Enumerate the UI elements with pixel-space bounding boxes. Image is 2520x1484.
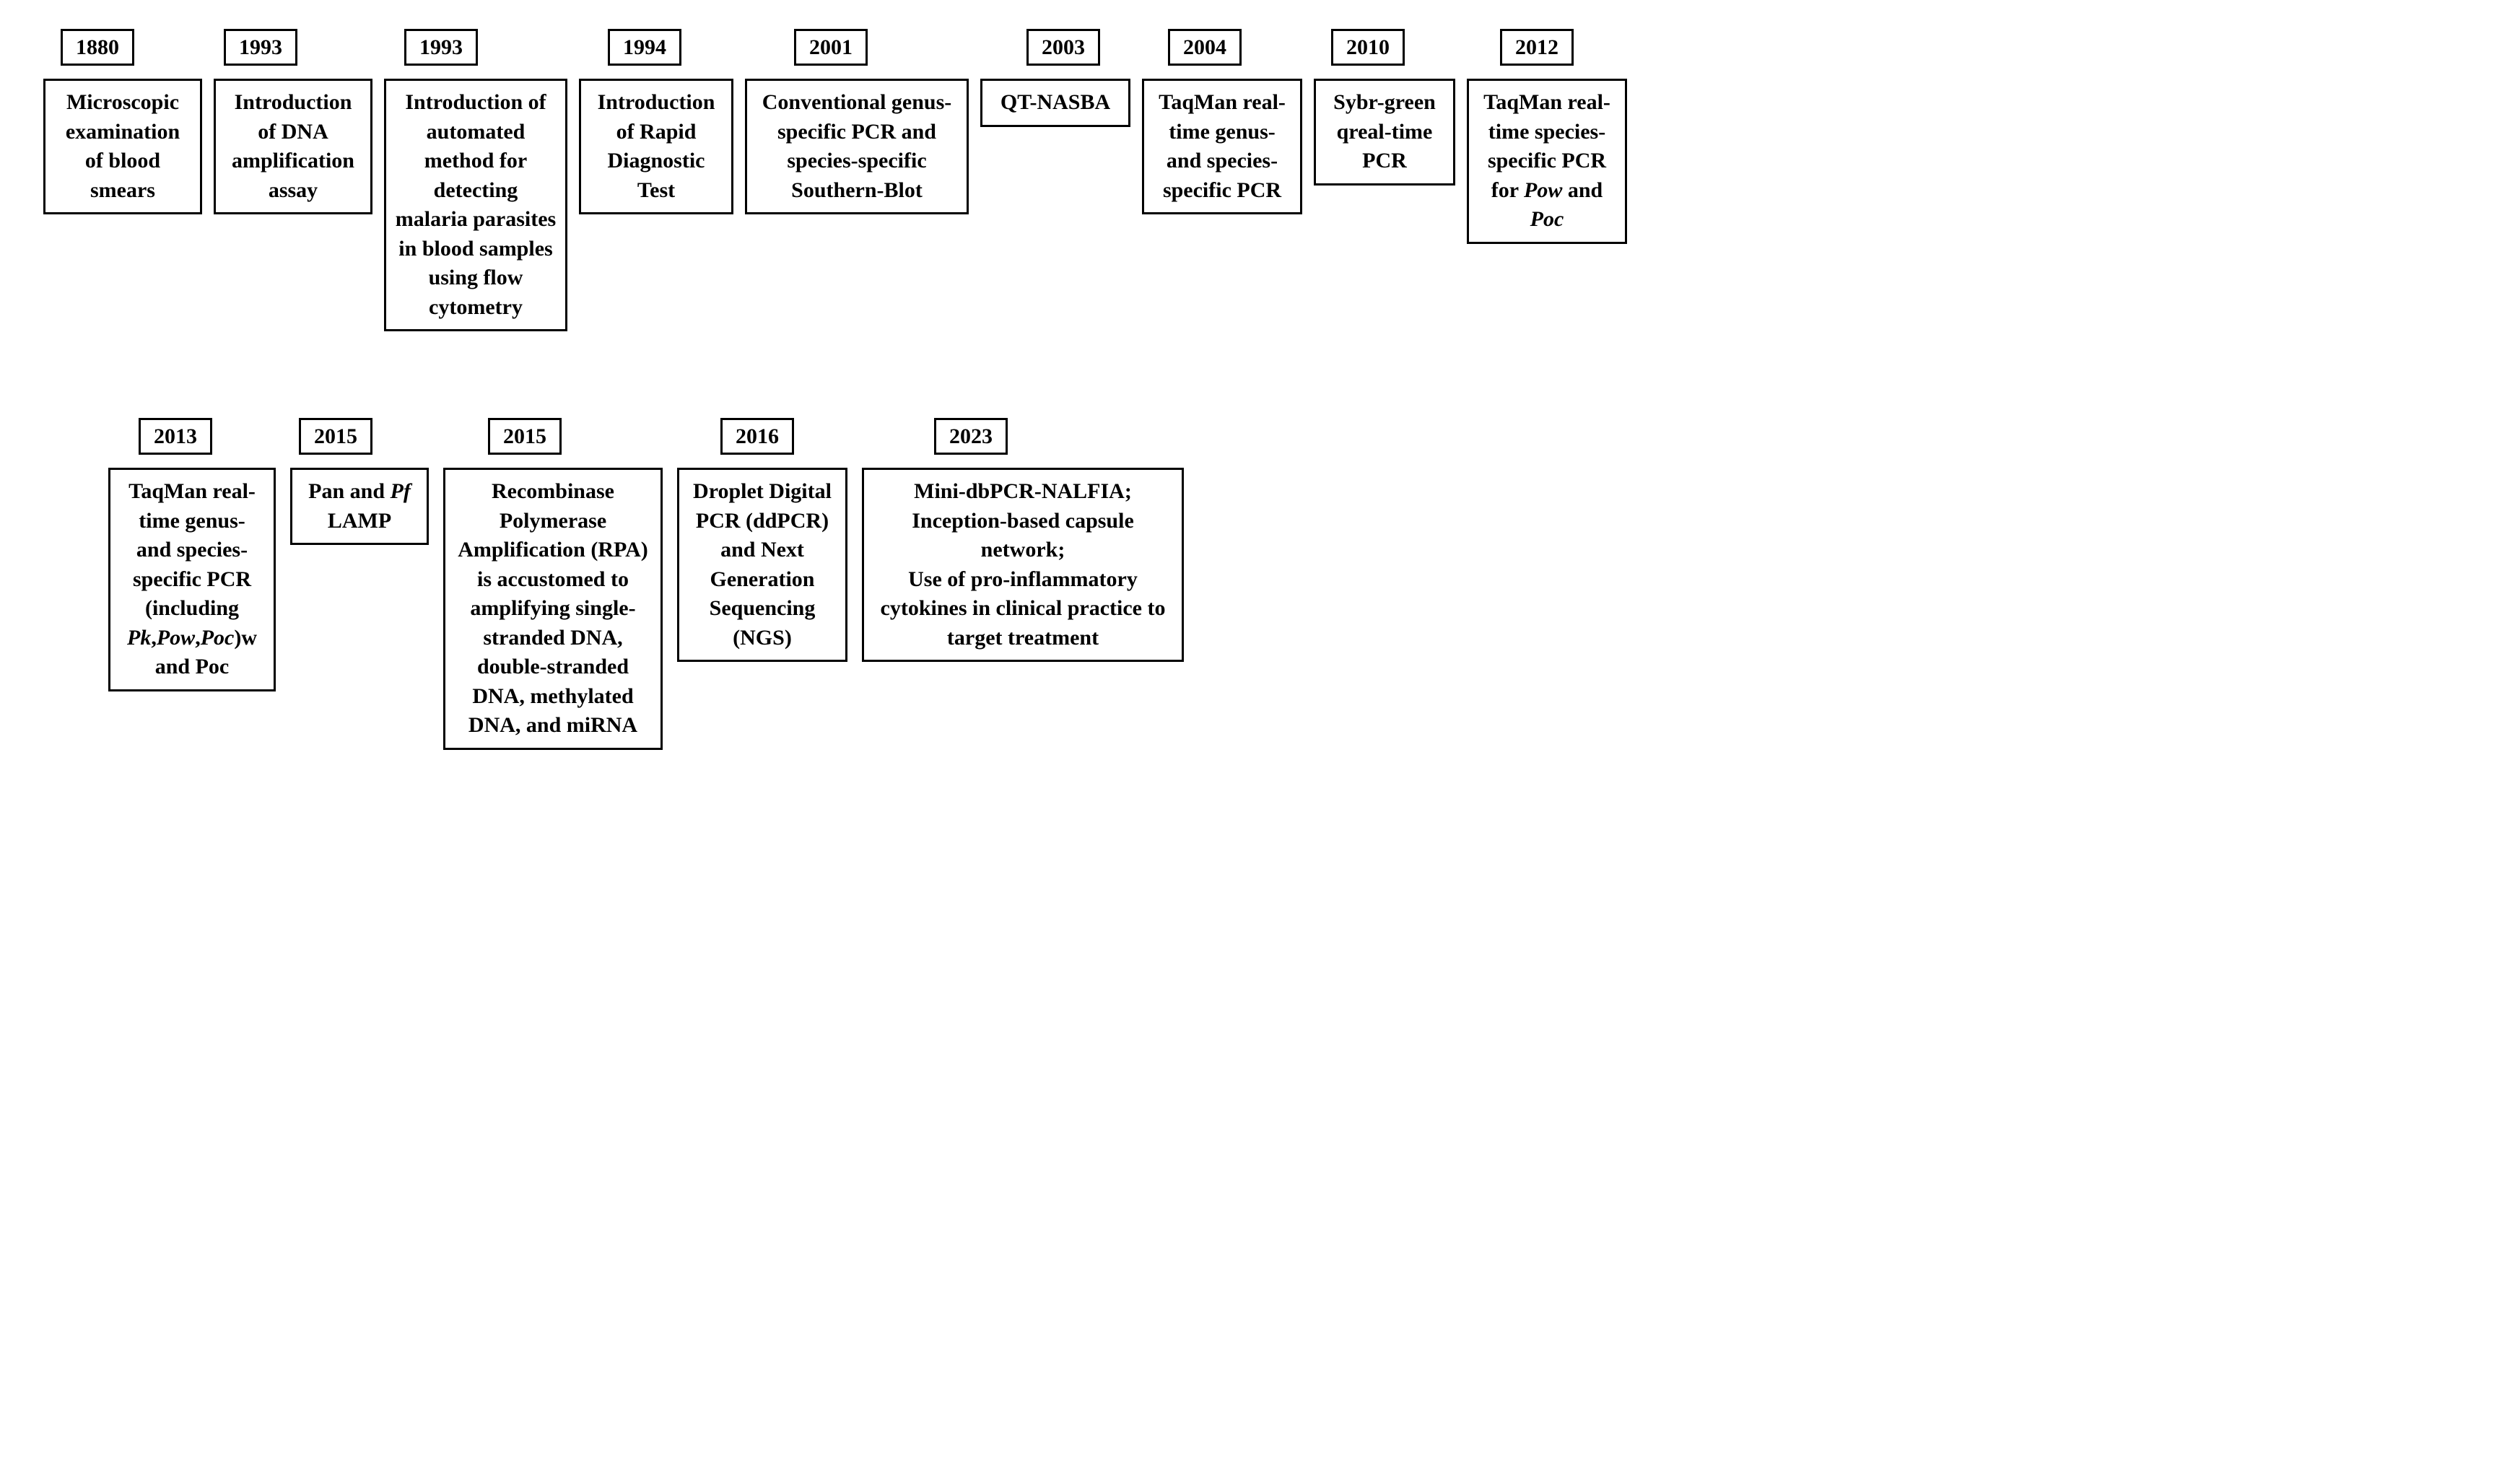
timeline-description-segment: Microscopic examination of blood smears — [66, 90, 180, 202]
timeline-description-segment: Droplet Digital PCR (ddPCR) and Next Gen… — [693, 479, 832, 650]
timeline-description: Introduction of Rapid Diagnostic Test — [579, 79, 733, 214]
timeline-diagram: 1880 Microscopic examination of blood sme… — [0, 0, 2520, 808]
timeline-description: Conventional genus-specific PCR and spec… — [745, 79, 969, 214]
timeline-entry: 1880 Microscopic examination of blood sme… — [43, 29, 202, 214]
timeline-description: Mini-dbPCR-NALFIA; Inception-based capsu… — [862, 468, 1184, 662]
timeline-year: 1993 — [224, 29, 297, 66]
timeline-row-2: 2013 TaqMan real-time genus- and species-… — [43, 418, 2477, 750]
timeline-year: 2003 — [1026, 29, 1100, 66]
timeline-description-segment: Pow — [157, 626, 195, 650]
timeline-description: Introduction of DNA amplification assay — [214, 79, 372, 214]
timeline-description-segment: Poc — [1530, 207, 1564, 231]
timeline-description-segment: Pan and — [308, 479, 390, 503]
timeline-description-segment: and — [1562, 178, 1603, 202]
timeline-description-segment: TaqMan real-time genus- and species-spec… — [128, 479, 256, 620]
timeline-entry: 2023 Mini-dbPCR-NALFIA; Inception-based c… — [862, 418, 1184, 662]
timeline-entry: 2012 TaqMan real-time species-specific PC… — [1467, 29, 1627, 244]
timeline-entry: 2015 Pan and Pf LAMP — [290, 418, 429, 545]
timeline-description-segment: Introduction of Rapid Diagnostic Test — [598, 90, 715, 202]
timeline-description: Recombinase Polymerase Amplification (RP… — [443, 468, 663, 750]
timeline-entry: 2004 TaqMan real-time genus- and species-… — [1142, 29, 1302, 214]
timeline-description-segment: Sybr-green qreal-time PCR — [1333, 90, 1436, 173]
timeline-description-segment: Pow — [1524, 178, 1562, 202]
timeline-description-segment: Poc — [201, 626, 235, 650]
timeline-year: 1993 — [404, 29, 478, 66]
timeline-description: QT-NASBA — [980, 79, 1130, 127]
timeline-entry: 2003 QT-NASBA — [980, 29, 1130, 127]
timeline-description-segment: Conventional genus-specific PCR and spec… — [762, 90, 952, 202]
timeline-year: 2016 — [720, 418, 794, 455]
timeline-year: 1880 — [61, 29, 134, 66]
timeline-description-segment: , — [151, 626, 157, 650]
timeline-description: Sybr-green qreal-time PCR — [1314, 79, 1455, 186]
timeline-description-segment: QT-NASBA — [1000, 90, 1110, 114]
timeline-entry: 2016 Droplet Digital PCR (ddPCR) and Next… — [677, 418, 847, 662]
timeline-entry: 2015 Recombinase Polymerase Amplification… — [443, 418, 663, 750]
timeline-description: Pan and Pf LAMP — [290, 468, 429, 545]
timeline-description-segment: LAMP — [328, 509, 391, 533]
timeline-entry: 2010 Sybr-green qreal-time PCR — [1314, 29, 1455, 186]
timeline-entry: 2013 TaqMan real-time genus- and species-… — [108, 418, 276, 691]
timeline-description-segment: Recombinase Polymerase Amplification (RP… — [458, 479, 648, 737]
timeline-entry: 1994 Introduction of Rapid Diagnostic Tes… — [579, 29, 733, 214]
timeline-entry: 1993 Introduction of DNA amplification as… — [214, 29, 372, 214]
timeline-description-segment: Pf — [391, 479, 411, 503]
timeline-description-segment: , — [195, 626, 201, 650]
timeline-description-segment: Use of pro-inflammatory cytokines in cli… — [881, 567, 1166, 650]
timeline-year: 2004 — [1168, 29, 1242, 66]
timeline-year: 2015 — [488, 418, 562, 455]
timeline-row-1: 1880 Microscopic examination of blood sme… — [43, 29, 2477, 331]
timeline-year: 2012 — [1500, 29, 1574, 66]
timeline-year: 2010 — [1331, 29, 1405, 66]
timeline-year: 2015 — [299, 418, 372, 455]
timeline-description-segment: TaqMan real-time genus- and species-spec… — [1159, 90, 1286, 202]
timeline-entry: 1993 Introduction of automated method for… — [384, 29, 567, 331]
timeline-description: Microscopic examination of blood smears — [43, 79, 202, 214]
timeline-year: 1994 — [608, 29, 681, 66]
timeline-description-segment: Introduction of DNA amplification assay — [232, 90, 354, 202]
timeline-year: 2013 — [139, 418, 212, 455]
timeline-year: 2001 — [794, 29, 868, 66]
timeline-description: TaqMan real-time genus- and species-spec… — [1142, 79, 1302, 214]
timeline-description: Introduction of automated method for det… — [384, 79, 567, 331]
timeline-entry: 2001 Conventional genus-specific PCR and … — [745, 29, 969, 214]
timeline-description-segment: Introduction of automated method for det… — [396, 90, 556, 319]
timeline-year: 2023 — [934, 418, 1008, 455]
timeline-description-segment: Pk — [127, 626, 151, 650]
timeline-description: Droplet Digital PCR (ddPCR) and Next Gen… — [677, 468, 847, 662]
timeline-description: TaqMan real-time species-specific PCR fo… — [1467, 79, 1627, 244]
timeline-description-segment: Mini-dbPCR-NALFIA; Inception-based capsu… — [912, 479, 1134, 562]
timeline-description: TaqMan real-time genus- and species-spec… — [108, 468, 276, 691]
